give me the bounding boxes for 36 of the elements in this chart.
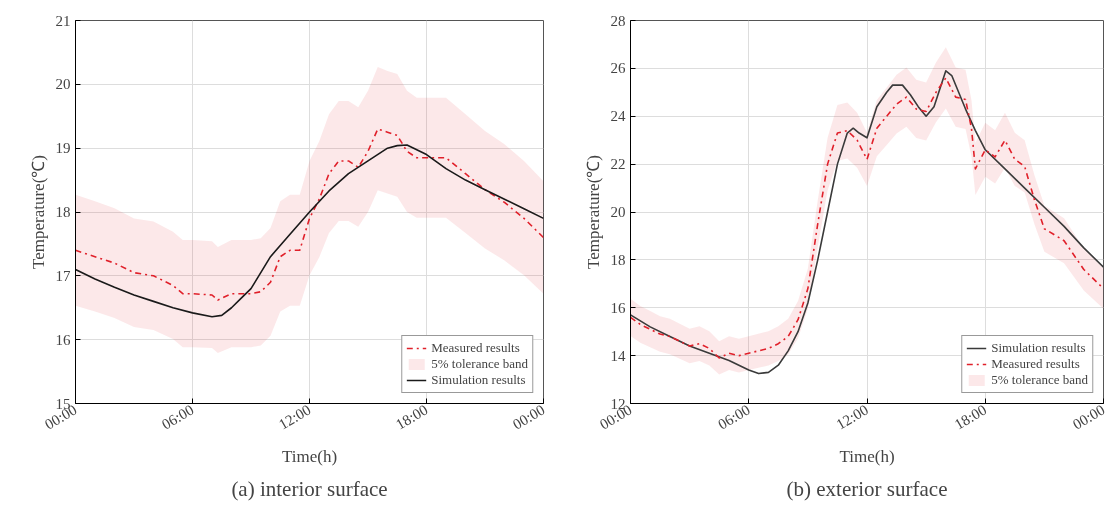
annotation: 5% tolerance band: [991, 372, 1088, 388]
x-tick-label: 00:00: [509, 401, 548, 433]
y-tick-label: 20: [55, 76, 71, 93]
line-series: [75, 128, 544, 301]
legend-label: Simulation results: [991, 340, 1086, 356]
y-tick-label: 16: [610, 299, 626, 316]
x-axis-title: Time(h): [839, 447, 895, 467]
y-tick-label: 28: [610, 12, 626, 29]
y-tick-label: 20: [610, 204, 626, 220]
y-axis-title: Temperature(℃): [28, 155, 48, 269]
y-tick-label: 16: [55, 331, 71, 348]
x-tick-label: 12:00: [275, 401, 314, 433]
x-tick-label: 12:00: [833, 401, 871, 433]
legend-label: Measured results: [991, 356, 1080, 372]
x-tick-label: 00:00: [1069, 401, 1108, 433]
y-tick-label: 26: [610, 60, 626, 77]
text: (b) exterior surface: [786, 476, 948, 501]
x-tick-label: 18:00: [951, 401, 990, 433]
y-tick-label: 21: [55, 12, 71, 29]
annotation: 5% tolerance band: [431, 356, 528, 372]
x-tick-label: 06:00: [715, 401, 753, 433]
x-tick-label: 18:00: [392, 401, 431, 433]
y-tick-label: 19: [55, 140, 71, 157]
y-tick-label: 24: [610, 108, 626, 125]
y-tick-label: 17: [55, 267, 71, 284]
y-tick-label: 22: [610, 156, 626, 173]
line-series: [75, 144, 544, 318]
y-axis-title: Temperature(℃): [583, 155, 603, 269]
y-tick-label: 18: [610, 251, 626, 268]
y-tick-label: 18: [55, 204, 71, 220]
x-axis-title: Time(h): [281, 447, 338, 467]
legend-label: Simulation results: [431, 372, 526, 388]
text: (a) interior surface: [231, 476, 388, 501]
y-tick-label: 14: [610, 347, 626, 364]
x-tick-label: 06:00: [158, 401, 197, 433]
legend-label: Measured results: [431, 340, 520, 356]
